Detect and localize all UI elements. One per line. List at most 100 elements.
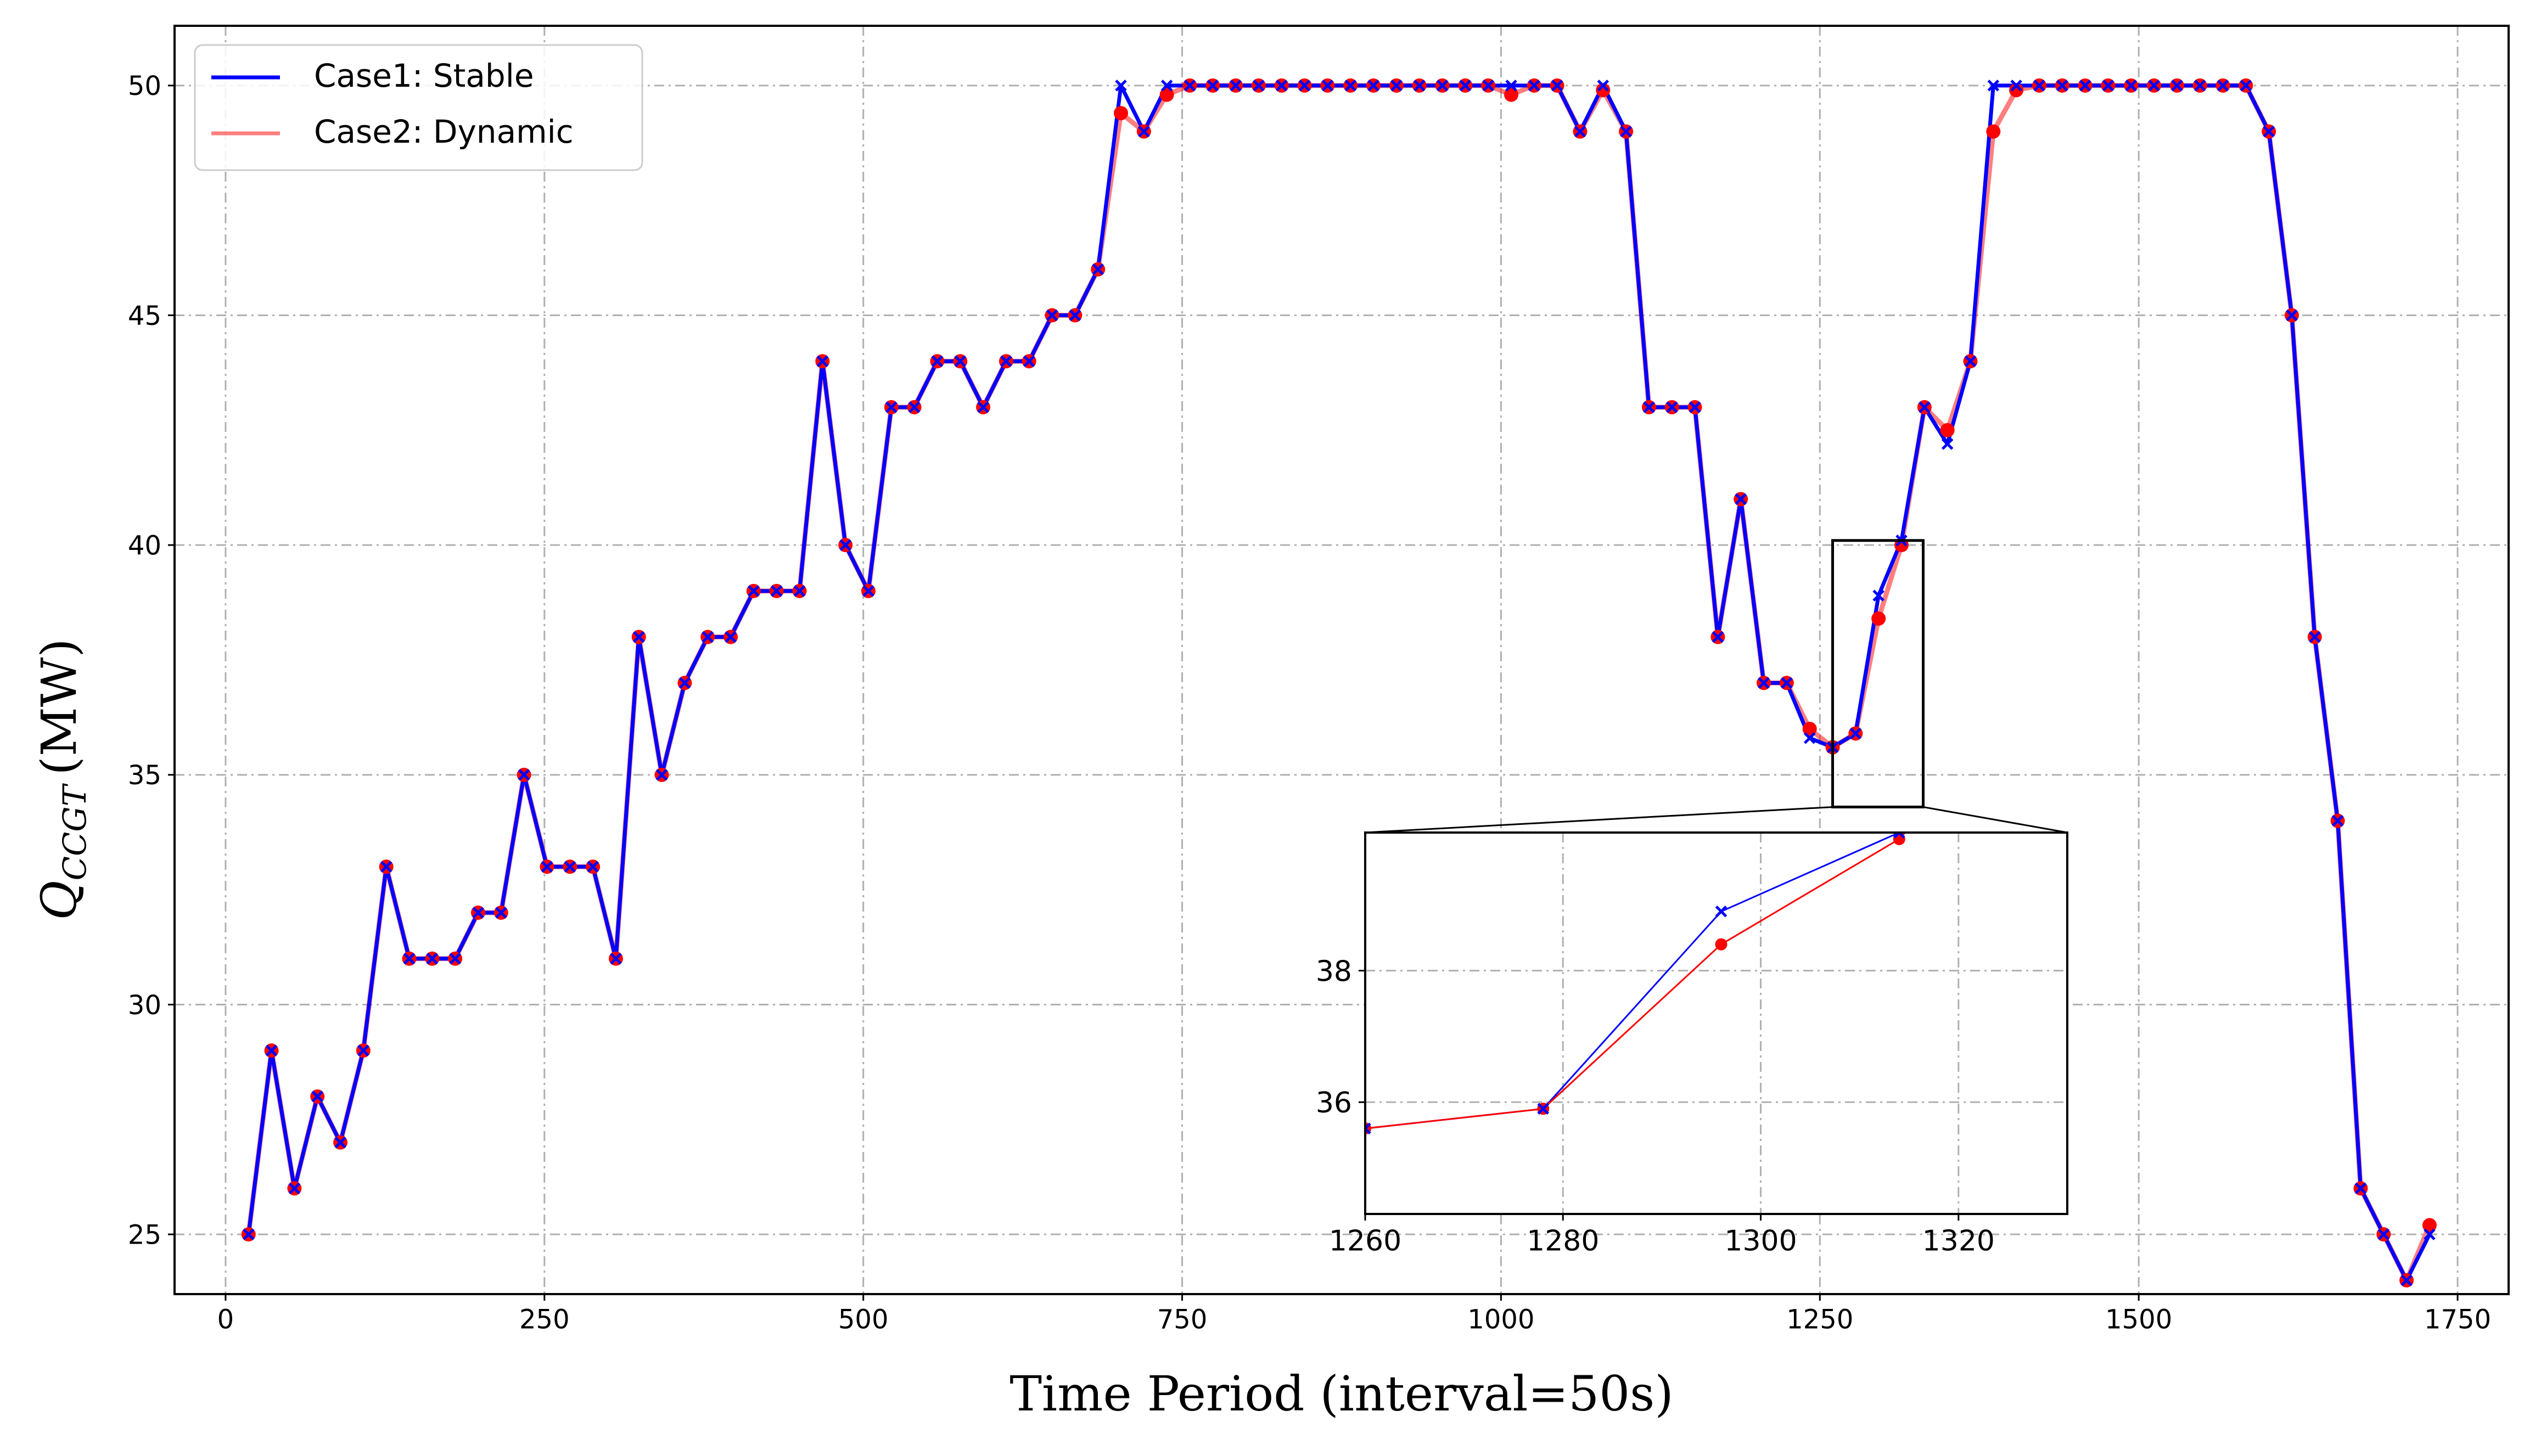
x-tick-label: 1320 — [1922, 1225, 1995, 1258]
x-tick-label: 1500 — [2105, 1304, 2172, 1335]
main-grid — [175, 26, 2509, 1294]
case1-data-point — [2056, 80, 2068, 92]
case1-data-point — [2171, 80, 2183, 92]
case1-data-point — [1160, 80, 1173, 92]
case1-data-point — [1597, 80, 1609, 92]
zoom-region-box — [1831, 539, 1925, 808]
case1-data-point — [1230, 80, 1242, 92]
y-axis-label-unit: (MW) — [31, 638, 87, 775]
case1-data-point — [2263, 125, 2275, 138]
y-axis-label-subscript: CCGT — [56, 783, 93, 880]
case1-data-point — [862, 585, 874, 597]
case1-data-point — [2400, 1274, 2413, 1286]
case1-data-point — [1321, 80, 1334, 92]
inset-background — [1365, 833, 2067, 1214]
inset-axes: 1260 1280 1300 1320 36 38 — [1316, 831, 2068, 1258]
case1-data-point — [242, 1228, 255, 1240]
y-tick-label: 50 — [128, 71, 161, 102]
case1-data-point — [1712, 631, 1724, 643]
case1-data-point — [1849, 727, 1862, 740]
case1-data-point — [1138, 125, 1150, 138]
case1-data-point — [1781, 677, 1793, 689]
x-axis-label: Time Period (interval=50s) — [1009, 1365, 1673, 1422]
inset-ticks: 1260 1280 1300 1320 36 38 — [1316, 955, 1995, 1257]
case1-data-point — [311, 1090, 323, 1103]
case1-data-point — [472, 907, 484, 919]
legend-label-case2: Case2: Dynamic — [314, 113, 574, 150]
main-axes-frame — [173, 25, 2510, 1295]
case1-data-point — [632, 631, 645, 643]
case1-data-point — [1941, 438, 1954, 450]
case1-data-point — [2354, 1182, 2367, 1195]
x-tick-label: 1300 — [1724, 1225, 1797, 1258]
case1-data-point — [1459, 80, 1472, 92]
case1-data-point — [908, 401, 921, 413]
case1-data-point — [1872, 589, 1884, 602]
y-tick-label: 30 — [128, 990, 161, 1021]
case1-data-point — [1574, 125, 1586, 138]
case1-data-point — [2217, 80, 2229, 92]
case1-data-point — [587, 861, 599, 873]
case2-data-point — [1596, 83, 1611, 98]
main-ticks: 0 250 500 750 1000 1250 1500 1750 25 30 35 40 45 50 — [128, 71, 2491, 1335]
case1-data-point — [1115, 80, 1127, 92]
y-axis-label-main: Q — [31, 880, 87, 920]
case1-data-point — [770, 585, 783, 597]
case1-data-point — [2079, 80, 2091, 92]
case2-data-point — [1871, 611, 1886, 626]
y-tick-label: 38 — [1316, 955, 1352, 988]
case1-data-point — [426, 952, 439, 965]
case1-data-point — [1000, 355, 1012, 368]
case1-data-point — [1551, 80, 1563, 92]
case2-data-point — [2009, 83, 2024, 98]
case1-data-point — [1046, 309, 1058, 322]
case1-data-point — [1207, 80, 1219, 92]
inset-frame — [1364, 831, 2068, 1215]
case1-data-point — [1023, 355, 1035, 368]
case2-data-point — [1114, 106, 1129, 121]
case1-data-point — [1643, 401, 1655, 413]
case1-data-point — [2102, 80, 2114, 92]
case1-data-point — [816, 355, 829, 368]
inset-case1-data-point — [1537, 1103, 1550, 1115]
legend-frame — [194, 44, 643, 171]
case1-data-point — [1482, 80, 1494, 92]
x-tick-label: 250 — [519, 1304, 570, 1335]
case1-data-point — [265, 1044, 278, 1056]
case1-data-point — [1919, 401, 1931, 413]
case1-data-point — [380, 861, 392, 873]
case1-data-point — [839, 539, 851, 551]
case1-data-point — [495, 907, 507, 919]
main-plot-area — [241, 78, 2437, 1288]
case1-data-point — [1069, 309, 1081, 322]
case1-data-point — [655, 769, 668, 781]
case1-data-point — [449, 952, 461, 965]
case1-data-point — [1987, 80, 2000, 92]
case1-data-point — [610, 952, 622, 965]
case1-data-point — [1666, 401, 1678, 413]
case2-data-point — [1504, 87, 1519, 102]
case1-data-point — [1803, 732, 1816, 744]
case1-data-point — [1344, 80, 1357, 92]
legend-label-case1: Case1: Stable — [314, 57, 534, 94]
zoom-indicator — [1365, 539, 2068, 834]
y-tick-label: 45 — [128, 301, 161, 331]
y-tick-label: 35 — [128, 760, 161, 791]
case1-data-point — [793, 585, 806, 597]
case1-data-point — [1758, 677, 1770, 689]
case1-data-point — [518, 769, 530, 781]
zoom-connector-right — [1923, 806, 2068, 834]
case1-data-point — [564, 861, 576, 873]
case1-data-point — [1436, 80, 1449, 92]
case1-data-point — [357, 1044, 369, 1056]
case1-data-point — [2286, 309, 2298, 322]
case1-data-point — [748, 585, 760, 597]
case1-data-point — [977, 401, 989, 413]
case1-data-point — [2010, 80, 2022, 92]
case1-data-point — [2240, 80, 2252, 92]
case1-data-point — [1092, 263, 1104, 276]
case1-data-point — [1183, 80, 1196, 92]
case1-data-point — [1253, 80, 1265, 92]
